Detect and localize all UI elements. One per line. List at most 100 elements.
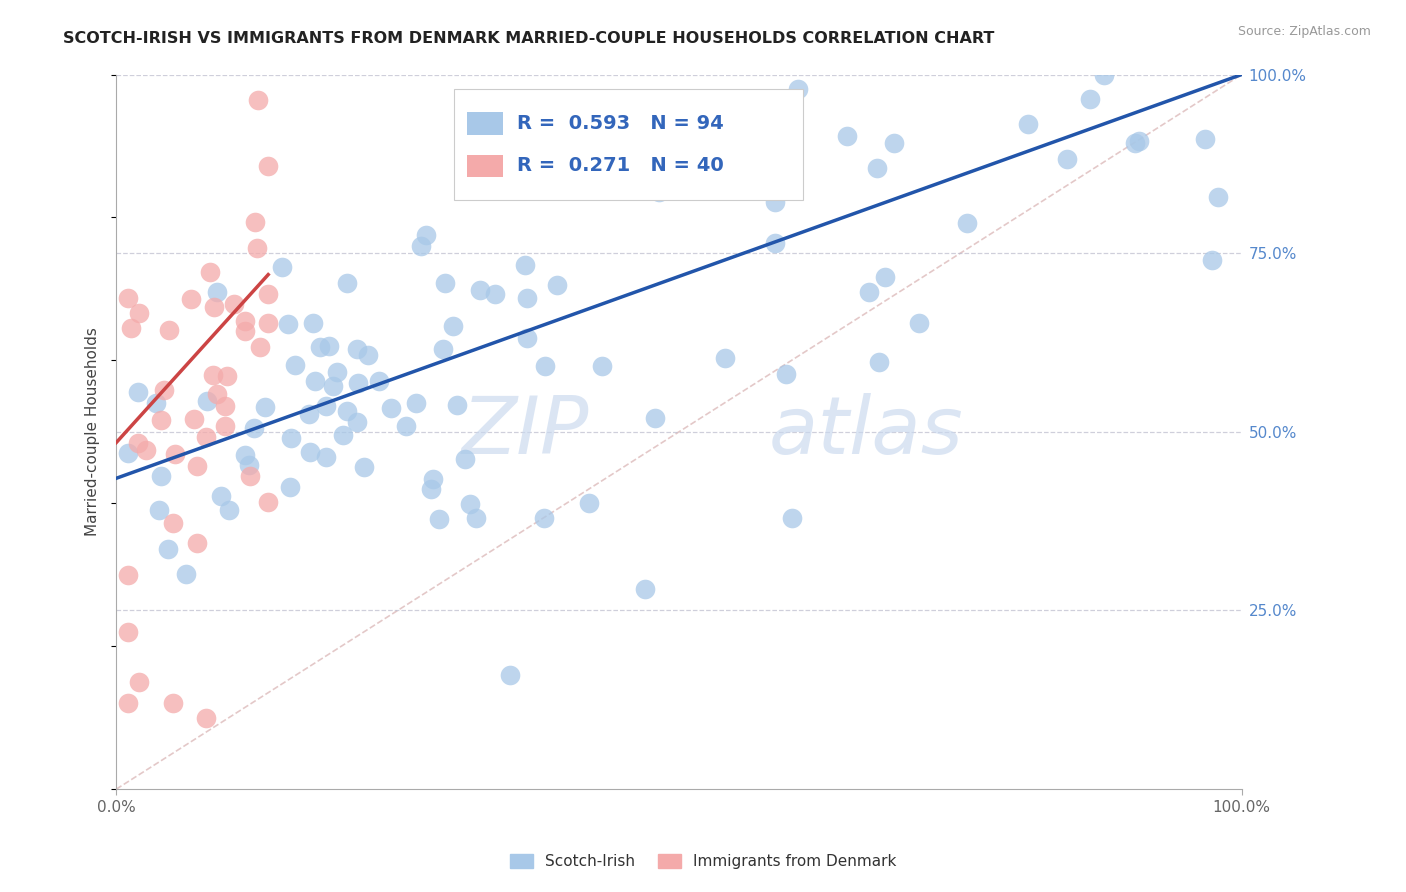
Point [1201, 252, 1223, 267]
Point [235, 448, 257, 462]
Point [207, 285, 229, 299]
Point [1128, 134, 1150, 148]
Point [714, 351, 737, 366]
Point [271, 260, 294, 274]
Point [516, 331, 538, 345]
Point [499, 668, 522, 682]
Point [180, 292, 202, 306]
Point [367, 374, 389, 388]
Point [395, 419, 418, 434]
Point [758, 175, 780, 189]
Point [322, 378, 344, 392]
Point [357, 348, 380, 362]
Point [201, 368, 224, 382]
Point [302, 316, 325, 330]
Point [634, 582, 657, 596]
Point [883, 136, 905, 150]
Point [446, 398, 468, 412]
Point [315, 399, 337, 413]
Point [217, 369, 239, 384]
Bar [454, 89, 803, 200]
Point [200, 265, 222, 279]
Point [405, 396, 427, 410]
Point [238, 458, 260, 473]
Y-axis label: Married-couple Households: Married-couple Households [86, 327, 100, 536]
Point [1092, 68, 1115, 82]
Point [256, 159, 278, 173]
Point [1056, 152, 1078, 166]
Point [1194, 132, 1216, 146]
Point [533, 510, 555, 524]
Text: atlas: atlas [769, 392, 963, 471]
Text: SCOTCH-IRISH VS IMMIGRANTS FROM DENMARK MARRIED-COUPLE HOUSEHOLDS CORRELATION CH: SCOTCH-IRISH VS IMMIGRANTS FROM DENMARK … [63, 31, 994, 46]
Point [249, 340, 271, 354]
Point [1123, 136, 1146, 150]
Bar [467, 154, 503, 178]
Point [763, 195, 786, 210]
Point [434, 276, 457, 290]
Point [280, 431, 302, 445]
Point [257, 494, 280, 508]
Point [128, 675, 150, 690]
Point [117, 624, 139, 639]
Point [278, 479, 301, 493]
Point [422, 472, 444, 486]
Point [277, 317, 299, 331]
Point [135, 443, 157, 458]
Point [644, 411, 666, 425]
Point [326, 365, 349, 379]
Point [868, 355, 890, 369]
Point [780, 510, 803, 524]
Point [165, 446, 187, 460]
Legend: Scotch-Irish, Immigrants from Denmark: Scotch-Irish, Immigrants from Denmark [503, 848, 903, 875]
Point [315, 450, 337, 464]
Point [454, 451, 477, 466]
Point [246, 241, 269, 255]
Point [153, 384, 176, 398]
Point [516, 291, 538, 305]
Text: Source: ZipAtlas.com: Source: ZipAtlas.com [1237, 25, 1371, 38]
Point [257, 316, 280, 330]
Point [145, 395, 167, 409]
Point [420, 482, 443, 496]
Point [183, 411, 205, 425]
Point [1078, 92, 1101, 106]
Point [441, 319, 464, 334]
Point [256, 286, 278, 301]
Point [1017, 117, 1039, 131]
Point [1206, 189, 1229, 203]
Point [214, 400, 236, 414]
Point [346, 415, 368, 429]
Bar [467, 112, 503, 135]
Point [243, 420, 266, 434]
Point [214, 418, 236, 433]
Point [150, 468, 173, 483]
Point [332, 427, 354, 442]
Point [346, 376, 368, 390]
Point [218, 502, 240, 516]
Point [120, 321, 142, 335]
Point [148, 503, 170, 517]
Point [117, 445, 139, 459]
Point [465, 510, 488, 524]
Text: R =  0.593   N = 94: R = 0.593 N = 94 [517, 113, 724, 133]
Point [458, 497, 481, 511]
Point [233, 314, 256, 328]
Point [533, 359, 555, 373]
Point [515, 258, 537, 272]
Point [578, 496, 600, 510]
Point [546, 278, 568, 293]
Point [127, 385, 149, 400]
Point [150, 412, 173, 426]
Point [524, 127, 547, 141]
Point [162, 516, 184, 530]
Point [117, 697, 139, 711]
Point [174, 567, 197, 582]
Point [195, 394, 218, 409]
Point [866, 161, 889, 175]
Point [186, 458, 208, 473]
Point [233, 324, 256, 338]
Point [186, 536, 208, 550]
Point [284, 359, 307, 373]
Point [875, 269, 897, 284]
